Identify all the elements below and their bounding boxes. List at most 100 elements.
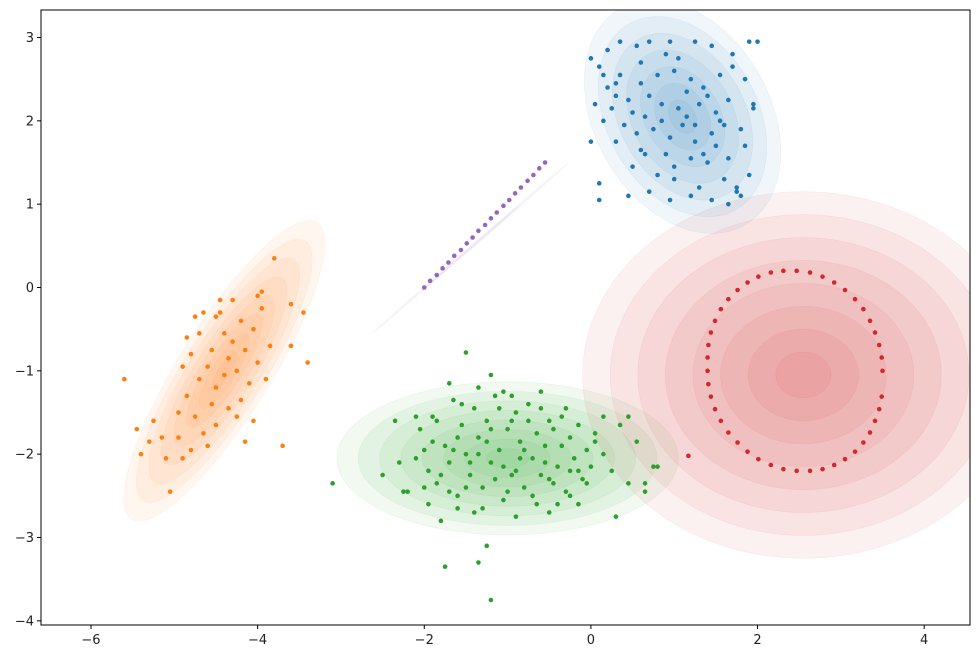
data-point	[476, 560, 481, 565]
data-point	[455, 435, 460, 440]
data-point	[646, 93, 652, 99]
data-point	[709, 131, 715, 136]
data-point	[301, 310, 306, 315]
density-ellipse	[161, 276, 288, 466]
data-point	[509, 393, 515, 399]
data-point	[671, 164, 677, 169]
data-point	[426, 501, 431, 507]
data-point	[680, 122, 685, 128]
data-point	[288, 343, 294, 349]
data-point	[601, 451, 606, 457]
data-point	[768, 270, 774, 275]
data-point	[505, 426, 510, 432]
data-point	[842, 456, 848, 462]
data-point	[642, 151, 648, 157]
data-point	[188, 351, 194, 357]
data-point	[392, 418, 398, 424]
y-tick-label: −1	[15, 364, 34, 379]
data-point	[542, 160, 548, 165]
data-point	[546, 510, 552, 515]
data-point	[861, 440, 866, 445]
data-point	[426, 468, 431, 474]
data-point	[482, 222, 488, 228]
data-point	[330, 481, 335, 486]
data-point	[463, 350, 469, 355]
data-point	[163, 456, 169, 461]
density-ellipse	[371, 162, 569, 334]
data-point	[617, 72, 623, 78]
data-point	[831, 462, 837, 468]
density-ellipse	[654, 83, 711, 151]
data-point	[861, 306, 866, 312]
data-point	[459, 422, 465, 428]
data-point	[605, 47, 610, 53]
density-1f77b4-group	[584, 10, 782, 234]
density-ellipse	[692, 283, 915, 467]
data-point	[138, 451, 144, 457]
data-point	[417, 426, 423, 432]
data-point	[609, 106, 615, 111]
data-point	[842, 287, 848, 293]
data-point	[151, 418, 156, 424]
data-point	[242, 439, 248, 444]
data-point	[134, 426, 140, 432]
data-point	[538, 472, 544, 478]
density-ellipse	[626, 49, 739, 184]
data-point	[458, 247, 464, 253]
data-point	[538, 389, 544, 394]
data-point	[742, 76, 748, 82]
data-point	[509, 472, 515, 478]
density-ellipse	[775, 351, 832, 399]
data-point	[455, 493, 460, 499]
density-ellipse	[637, 237, 970, 513]
data-point	[192, 314, 198, 319]
data-point	[421, 485, 427, 490]
x-tick-label: 4	[920, 633, 928, 648]
data-point	[879, 355, 884, 360]
data-point	[167, 489, 173, 494]
data-point	[746, 172, 752, 178]
density-ellipse	[582, 191, 970, 559]
data-point	[726, 201, 731, 207]
data-point	[705, 160, 710, 165]
data-point	[738, 126, 744, 132]
data-point	[559, 414, 565, 419]
data-point	[684, 114, 690, 119]
data-point	[713, 110, 719, 115]
data-point	[546, 418, 552, 424]
data-point	[584, 447, 590, 453]
data-point	[738, 193, 744, 199]
data-point	[251, 418, 256, 424]
data-point	[434, 272, 440, 278]
data-point	[488, 372, 494, 378]
y-tick-label: 0	[26, 281, 34, 296]
data-point	[484, 543, 490, 549]
data-point	[588, 139, 594, 144]
data-point	[742, 143, 748, 149]
data-point	[238, 397, 244, 403]
data-point	[756, 456, 761, 462]
data-point	[197, 331, 202, 336]
data-point	[427, 278, 433, 284]
data-point	[576, 422, 581, 428]
data-point	[831, 280, 837, 285]
data-point	[734, 189, 740, 194]
data-point	[421, 285, 427, 290]
data-point	[551, 426, 556, 432]
data-point	[730, 51, 735, 57]
data-point	[559, 443, 565, 449]
data-point	[642, 114, 648, 119]
density-ellipse	[148, 257, 301, 484]
data-point	[209, 401, 215, 407]
data-point	[213, 422, 219, 428]
axes-frame	[40, 9, 971, 626]
data-point	[706, 381, 711, 387]
data-point	[705, 93, 710, 99]
data-point	[238, 318, 244, 324]
data-point	[642, 481, 648, 486]
data-point	[538, 406, 544, 411]
data-point	[280, 443, 285, 449]
data-point	[513, 514, 519, 519]
y-tick-label: 1	[26, 198, 34, 213]
